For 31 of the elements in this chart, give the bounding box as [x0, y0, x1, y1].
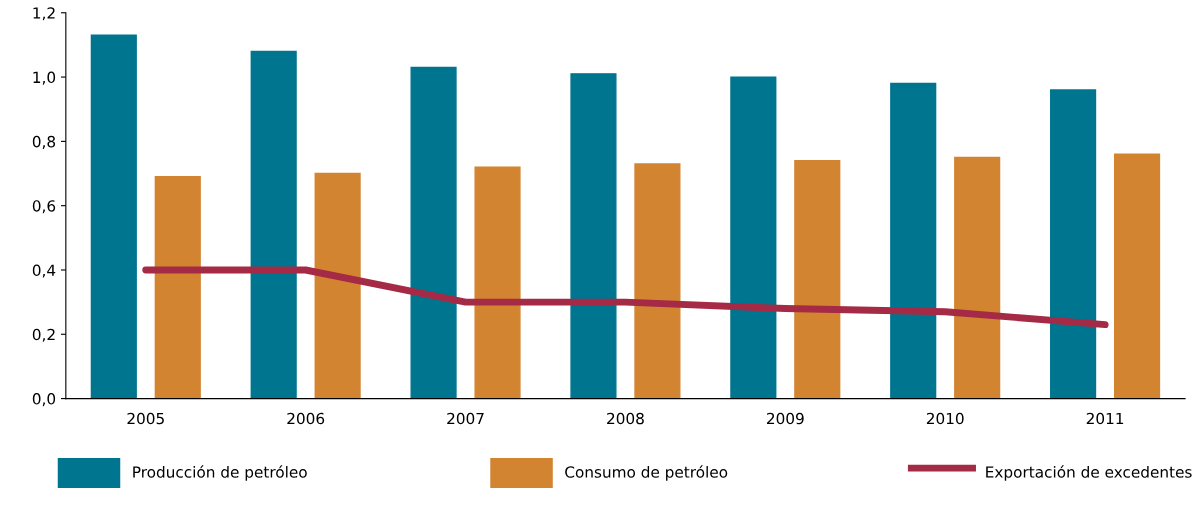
- y-tick-label: 0,8: [32, 135, 56, 149]
- bar: [794, 159, 841, 399]
- x-tick-label: 2011: [1086, 412, 1124, 425]
- x-tick-label: 2007: [447, 412, 484, 425]
- x-tick-label: 2008: [607, 412, 644, 425]
- bar: [634, 163, 681, 399]
- bar: [410, 66, 457, 399]
- y-tick-label: 1,2: [33, 7, 55, 21]
- bar: [154, 176, 201, 399]
- x-tick-label: 2010: [926, 412, 964, 425]
- y-tick-label: 0,0: [32, 393, 56, 407]
- bar: [890, 82, 937, 399]
- bar: [90, 34, 137, 399]
- bar: [1113, 153, 1161, 399]
- bar: [474, 166, 521, 399]
- bar: [954, 156, 1001, 399]
- y-tick-label: 0,6: [32, 200, 56, 214]
- x-tick-label: 2006: [287, 412, 325, 425]
- y-tick-label: 0,4: [32, 264, 56, 278]
- y-tick-label: 0,2: [32, 328, 55, 342]
- bar: [314, 172, 361, 399]
- y-tick-label: 1,0: [33, 71, 56, 85]
- bar: [250, 50, 297, 399]
- x-tick-label: 2009: [767, 412, 804, 425]
- legend-label: Exportación de excedentes: [986, 465, 1192, 481]
- bar: [570, 73, 617, 399]
- legend-label: Consumo de petróleo: [565, 465, 728, 481]
- legend-label: Producción de petróleo: [133, 465, 307, 481]
- bar: [1050, 89, 1097, 399]
- bar: [730, 76, 777, 399]
- x-tick-label: 2005: [127, 412, 164, 425]
